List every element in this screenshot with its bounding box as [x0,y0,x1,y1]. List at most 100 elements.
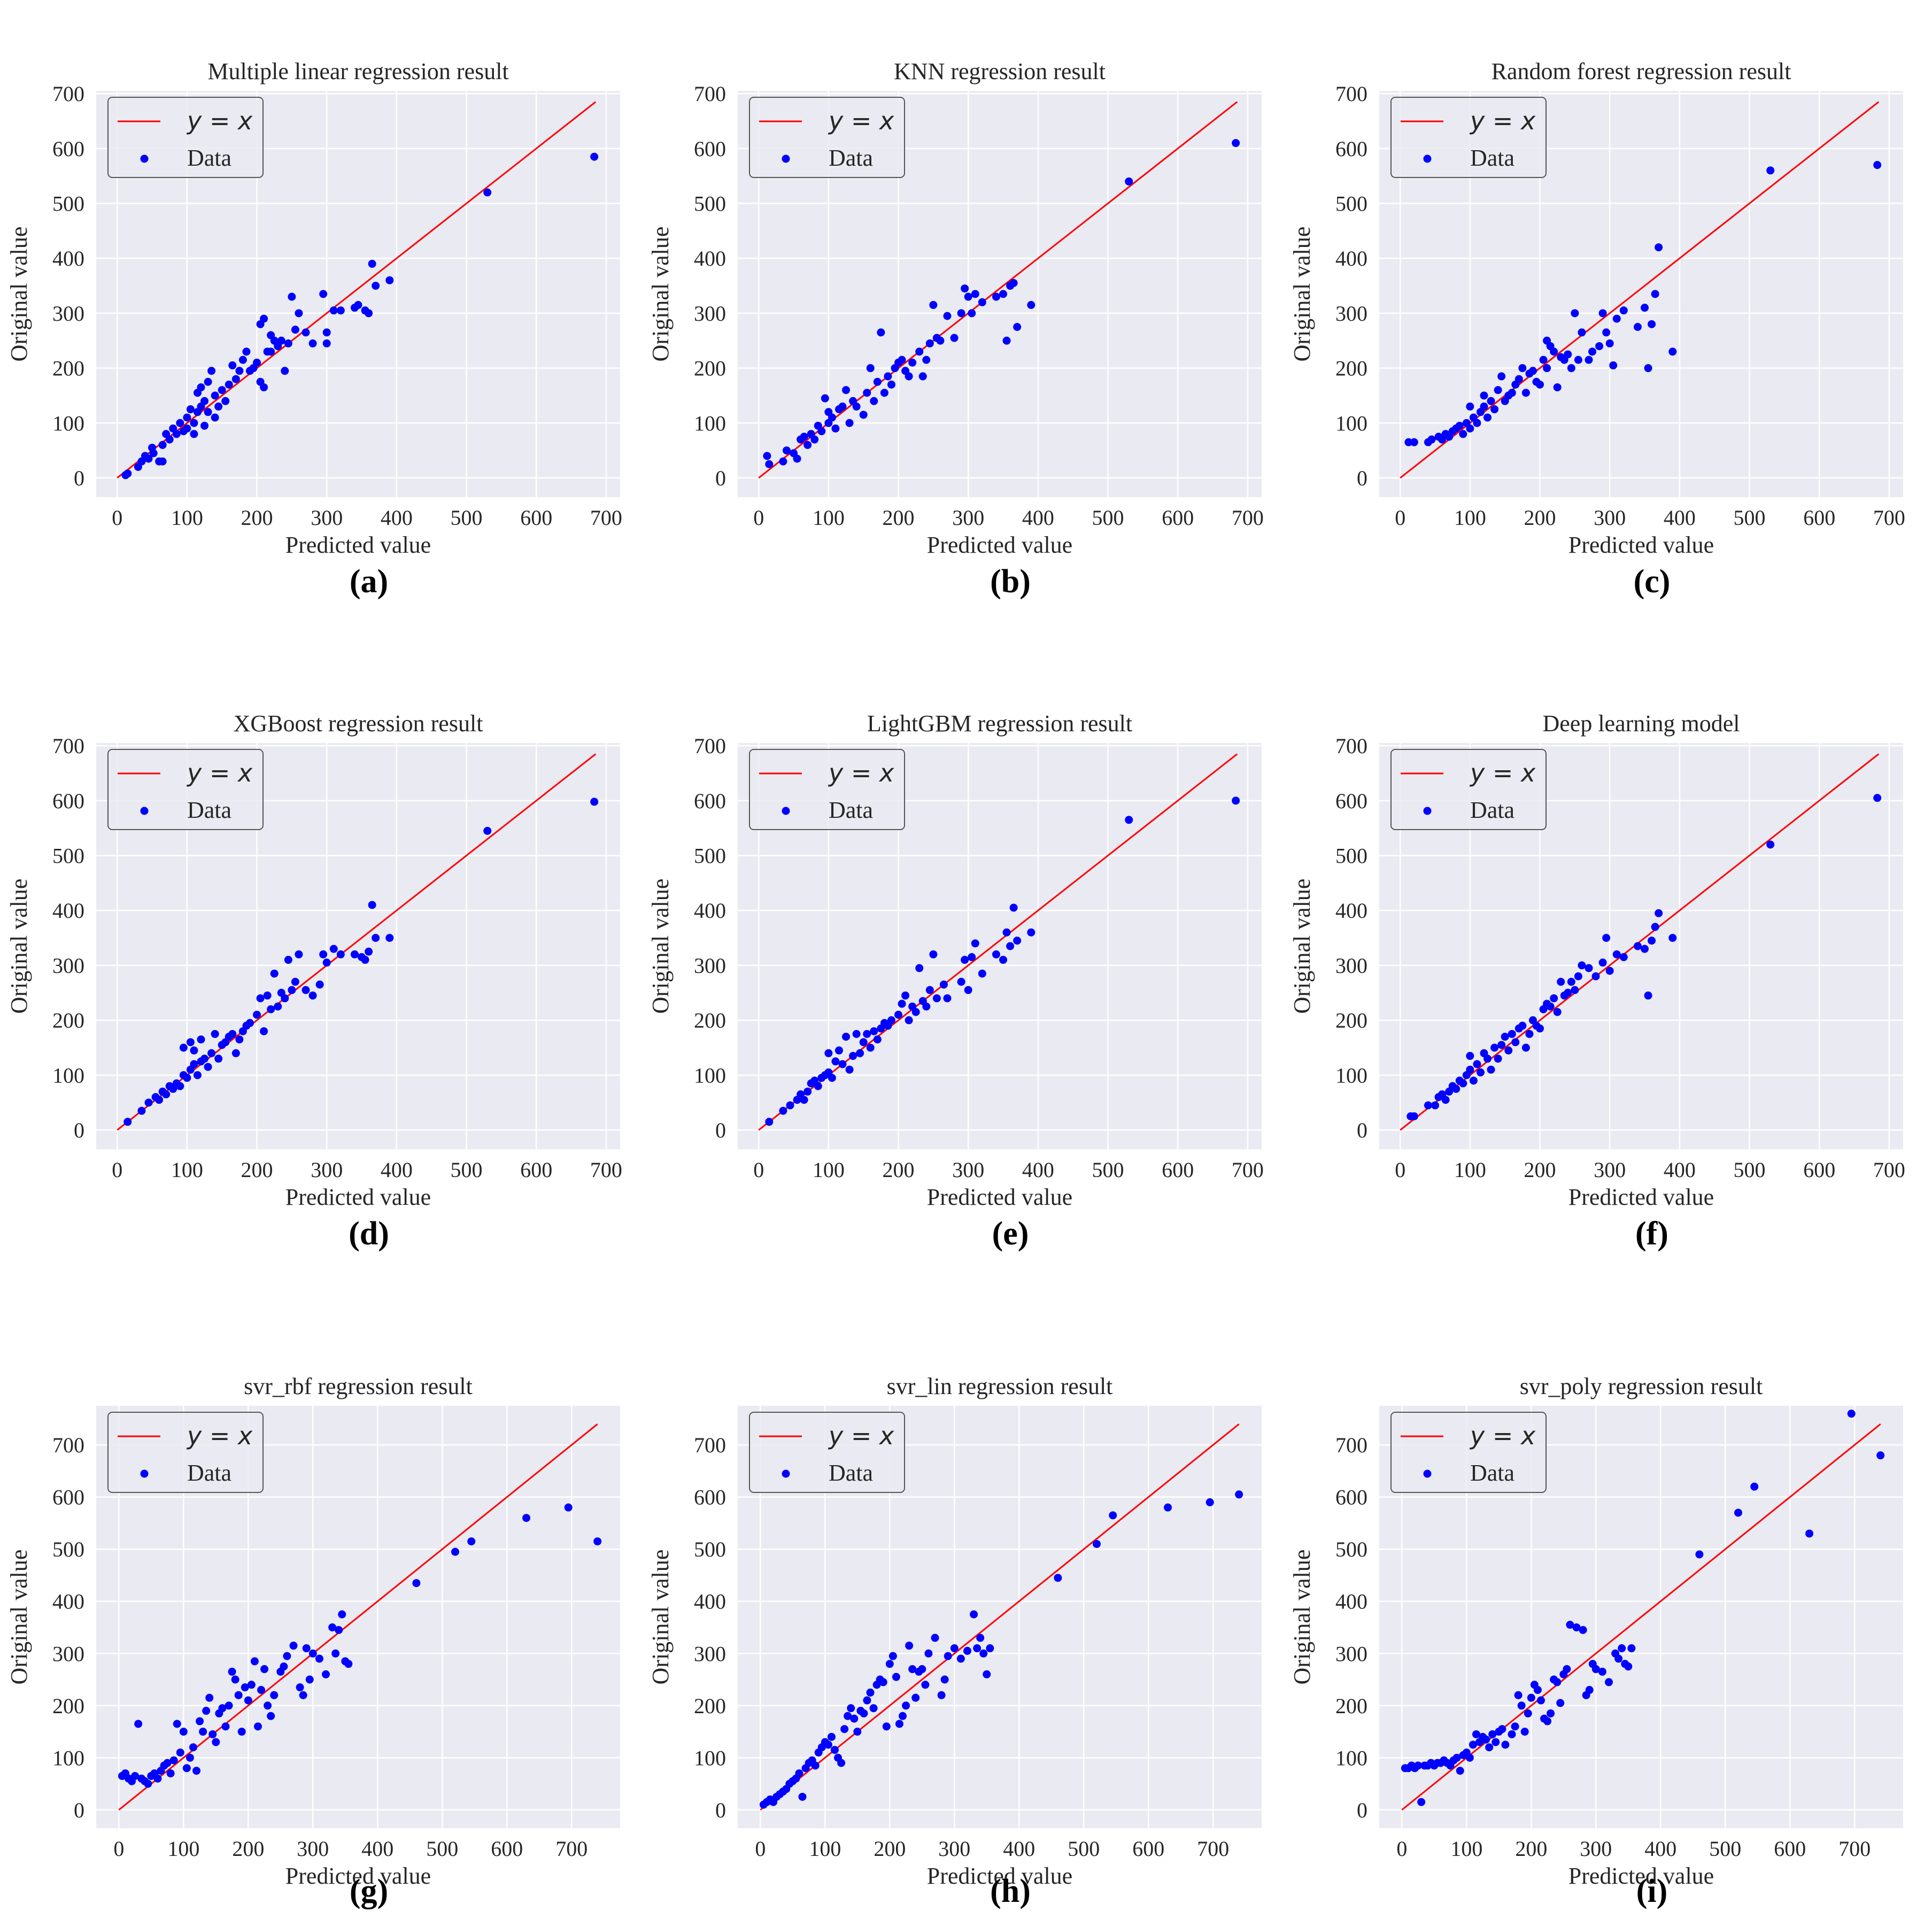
data-point [850,1714,859,1723]
data-point [1456,1767,1464,1775]
x-tick-label: 0 [1395,1158,1405,1182]
y-tick-label: 0 [715,1118,726,1142]
data-point [385,934,394,942]
data-point [1591,972,1600,980]
data-point [1487,1065,1495,1074]
chart-panel: 0 100 200 300 400 500 600 700 0 100 200 300 400 500 60… [1289,58,1905,600]
y-tick-label: 100 [52,1746,84,1770]
y-tick-label: 700 [1335,734,1367,758]
data-point [866,1043,875,1052]
data-point [1473,419,1481,427]
data-point [828,413,836,422]
data-point [1027,301,1035,309]
data-point [922,355,931,364]
data-point [196,1717,204,1725]
x-tick-label: 500 [451,1158,483,1182]
reference-line-y-equals-x [117,753,597,1131]
data-point [860,1709,868,1717]
data-point [1487,397,1495,405]
x-tick-label: 400 [381,506,413,530]
x-tick-label: 700 [1873,1158,1905,1182]
data-point [1483,413,1492,422]
data-point [1591,1665,1600,1674]
data-point [1614,1654,1623,1663]
data-point [973,1644,982,1653]
data-point [1109,1511,1117,1520]
x-tick-label: 200 [1524,1158,1556,1182]
data-point [968,953,976,962]
data-point [853,1728,862,1736]
x-tick-label: 700 [1232,506,1264,530]
data-point [214,1055,223,1063]
x-axis-label: Predicted value [285,532,431,558]
data-point [1585,355,1593,364]
data-point [779,457,787,466]
data-point [870,1027,878,1035]
y-tick-label: 600 [694,137,726,161]
data-point [845,1065,854,1074]
data-point [193,1071,202,1079]
x-tick-label: 100 [813,1158,845,1182]
data-point [1655,243,1663,252]
data-point [281,994,289,1003]
x-tick-label: 200 [241,506,273,530]
data-point [1491,1738,1500,1746]
x-tick-label: 600 [520,506,552,530]
data-point [1524,1709,1532,1717]
legend: y = x Data [1390,97,1547,178]
data-layer [758,101,1240,479]
x-tick-label: 400 [361,1837,393,1861]
data-point [1750,1482,1759,1491]
chart-panel: 0 100 200 300 400 500 600 700 0 100 200 300 400 500 60… [6,1373,620,1909]
data-point [1655,909,1663,917]
data-point [1521,389,1530,397]
data-point [284,956,292,964]
data-point [302,328,310,337]
y-tick-label: 300 [52,301,84,326]
data-point [368,260,376,268]
y-tick-label: 100 [694,411,726,435]
y-tick-label: 500 [1335,844,1367,868]
data-point [1695,1550,1704,1559]
data-point [803,1087,812,1096]
y-tick-label: 300 [1335,954,1367,978]
data-point [204,1063,212,1071]
data-point [1125,177,1133,185]
data-point [1514,375,1523,383]
data-point [1766,840,1775,849]
data-point [295,950,303,958]
data-point [1644,364,1652,373]
data-point [1553,1008,1562,1016]
chart-title: Deep learning model [1543,710,1740,737]
legend: y = x Data [1390,1412,1547,1493]
legend: y = x Data [107,97,264,178]
x-tick-label: 0 [753,1158,764,1182]
data-point [1027,928,1035,937]
data-point [372,934,380,942]
data-point [288,986,296,994]
legend: y = x Data [107,1412,264,1493]
data-point [1508,1030,1516,1038]
data-point [1602,934,1611,942]
data-point [894,1010,903,1019]
data-point [1619,306,1628,315]
legend-point-swatch [782,1469,790,1478]
data-point [986,1644,994,1653]
data-point [182,1764,191,1773]
data-point [564,1503,573,1512]
data-point [155,1096,164,1104]
x-tick-label: 300 [1594,506,1626,530]
data-point [902,1701,910,1710]
data-point [1766,166,1775,175]
data-point [238,355,247,364]
x-tick-label: 100 [813,506,845,530]
reference-line-y-equals-x [758,101,1238,479]
data-point [1164,1503,1172,1512]
legend-point-swatch [140,807,149,815]
data-point [845,419,854,427]
data-point [970,1610,978,1619]
reference-line-y-equals-x [1400,753,1880,1131]
data-point [1598,958,1607,967]
data-point [950,1644,959,1653]
